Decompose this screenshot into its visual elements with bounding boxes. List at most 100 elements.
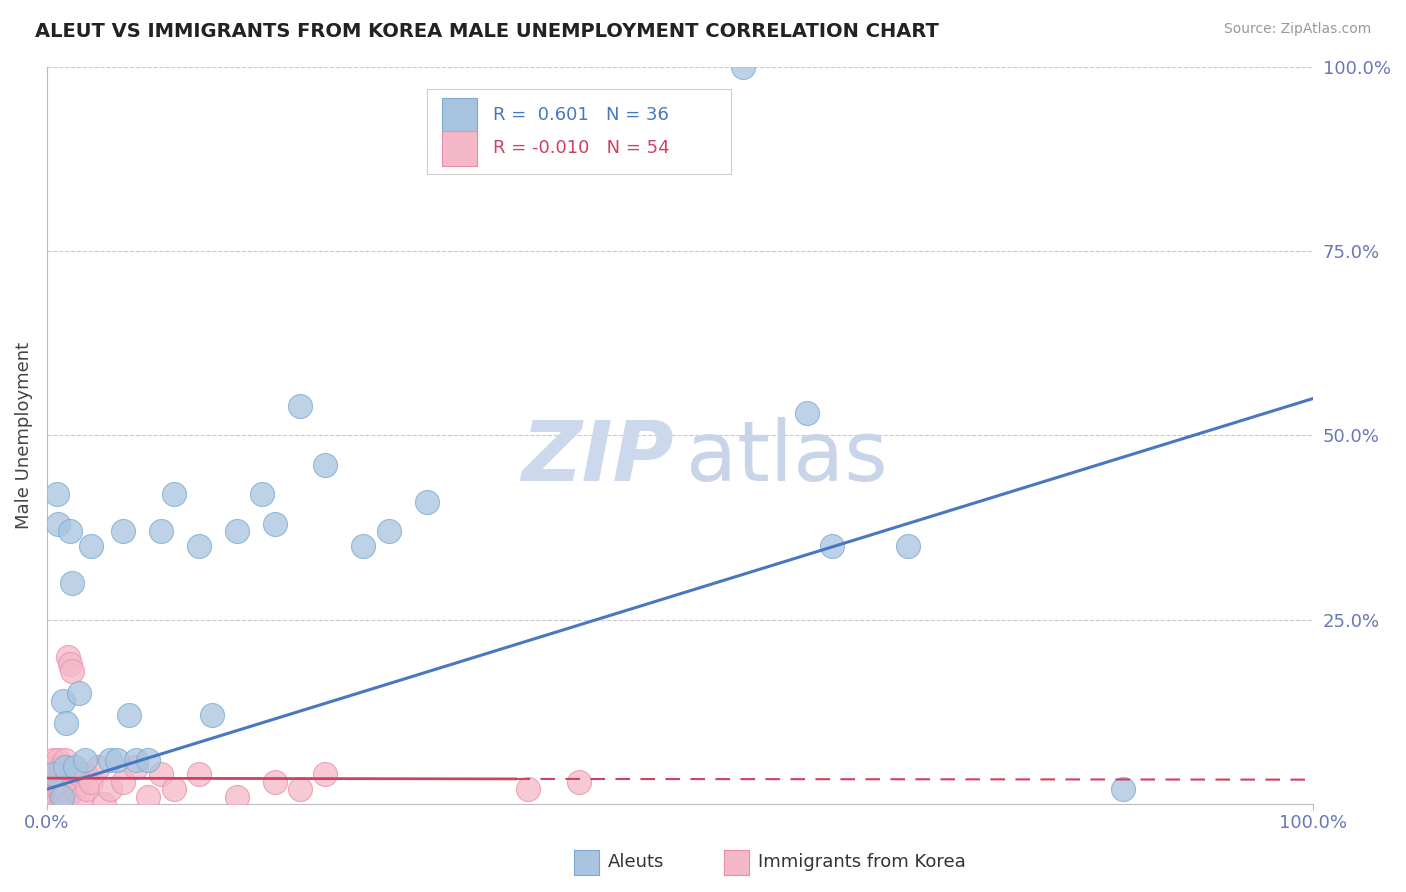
Point <box>51 767 73 781</box>
Text: Immigrants from Korea: Immigrants from Korea <box>758 853 966 871</box>
Text: Aleuts: Aleuts <box>607 853 664 871</box>
Point <box>105 753 128 767</box>
Point <box>39 767 62 781</box>
Bar <box>441 97 478 133</box>
Point <box>1112 782 1135 797</box>
Point <box>48 767 70 781</box>
Point <box>250 487 273 501</box>
Point <box>45 782 67 797</box>
Point <box>315 458 337 472</box>
Point <box>42 782 65 797</box>
Point <box>568 775 591 789</box>
Point <box>821 539 844 553</box>
Text: atlas: atlas <box>686 417 889 498</box>
Point <box>46 516 69 531</box>
Point <box>796 406 818 420</box>
Point <box>118 708 141 723</box>
Point <box>315 767 337 781</box>
Point <box>58 649 80 664</box>
Point <box>60 575 83 590</box>
Point <box>55 767 77 781</box>
Point <box>38 789 60 804</box>
Point <box>733 60 755 74</box>
Point <box>53 789 76 804</box>
Point <box>149 767 172 781</box>
Point <box>162 487 184 501</box>
Y-axis label: Male Unemployment: Male Unemployment <box>15 342 32 529</box>
Point <box>38 775 60 789</box>
Point <box>136 789 159 804</box>
Text: ZIP: ZIP <box>522 417 673 498</box>
Point <box>45 767 67 781</box>
FancyBboxPatch shape <box>427 88 731 174</box>
Point <box>51 782 73 797</box>
Point <box>52 694 75 708</box>
Point <box>48 782 70 797</box>
Point <box>63 782 86 797</box>
Point <box>149 524 172 538</box>
Point <box>200 708 222 723</box>
Point <box>897 539 920 553</box>
Point <box>67 686 90 700</box>
Point <box>353 539 375 553</box>
Point <box>53 753 76 767</box>
Point <box>49 797 72 811</box>
Point <box>67 767 90 781</box>
Point <box>111 775 134 789</box>
Point <box>80 539 103 553</box>
Point <box>136 753 159 767</box>
Point <box>63 760 86 774</box>
Point <box>187 767 209 781</box>
Point <box>517 782 540 797</box>
Point <box>46 753 69 767</box>
Point <box>44 760 66 774</box>
Text: R = -0.010   N = 54: R = -0.010 N = 54 <box>492 139 669 157</box>
Point <box>98 753 121 767</box>
Point <box>288 782 311 797</box>
Point <box>56 797 79 811</box>
Point <box>187 539 209 553</box>
Point <box>86 760 108 774</box>
Point <box>111 524 134 538</box>
Point <box>52 789 75 804</box>
Point <box>80 775 103 789</box>
Point <box>46 797 69 811</box>
Point <box>49 760 72 774</box>
Point <box>46 760 69 774</box>
Point <box>53 760 76 774</box>
Point <box>76 782 98 797</box>
Point <box>124 753 146 767</box>
Point <box>98 782 121 797</box>
Point <box>51 789 73 804</box>
Point <box>263 775 285 789</box>
Point <box>288 399 311 413</box>
Point <box>52 760 75 774</box>
Point <box>55 715 77 730</box>
Point <box>416 494 439 508</box>
Point <box>225 789 247 804</box>
Point <box>44 789 66 804</box>
Point <box>37 782 59 797</box>
Text: Source: ZipAtlas.com: Source: ZipAtlas.com <box>1223 22 1371 37</box>
Point <box>55 782 77 797</box>
Text: ALEUT VS IMMIGRANTS FROM KOREA MALE UNEMPLOYMENT CORRELATION CHART: ALEUT VS IMMIGRANTS FROM KOREA MALE UNEM… <box>35 22 939 41</box>
Point <box>225 524 247 538</box>
Point <box>73 753 96 767</box>
Point <box>72 789 94 804</box>
Point <box>41 782 63 797</box>
Point <box>46 487 69 501</box>
Bar <box>441 131 478 166</box>
Point <box>42 767 65 781</box>
Point <box>93 797 115 811</box>
Point <box>378 524 401 538</box>
Point <box>41 760 63 774</box>
Point <box>46 782 69 797</box>
Point <box>124 760 146 774</box>
Point <box>73 767 96 781</box>
Point <box>42 753 65 767</box>
Point <box>263 516 285 531</box>
Point <box>162 782 184 797</box>
Point <box>59 524 82 538</box>
Point <box>59 657 82 671</box>
Text: R =  0.601   N = 36: R = 0.601 N = 36 <box>492 105 668 124</box>
